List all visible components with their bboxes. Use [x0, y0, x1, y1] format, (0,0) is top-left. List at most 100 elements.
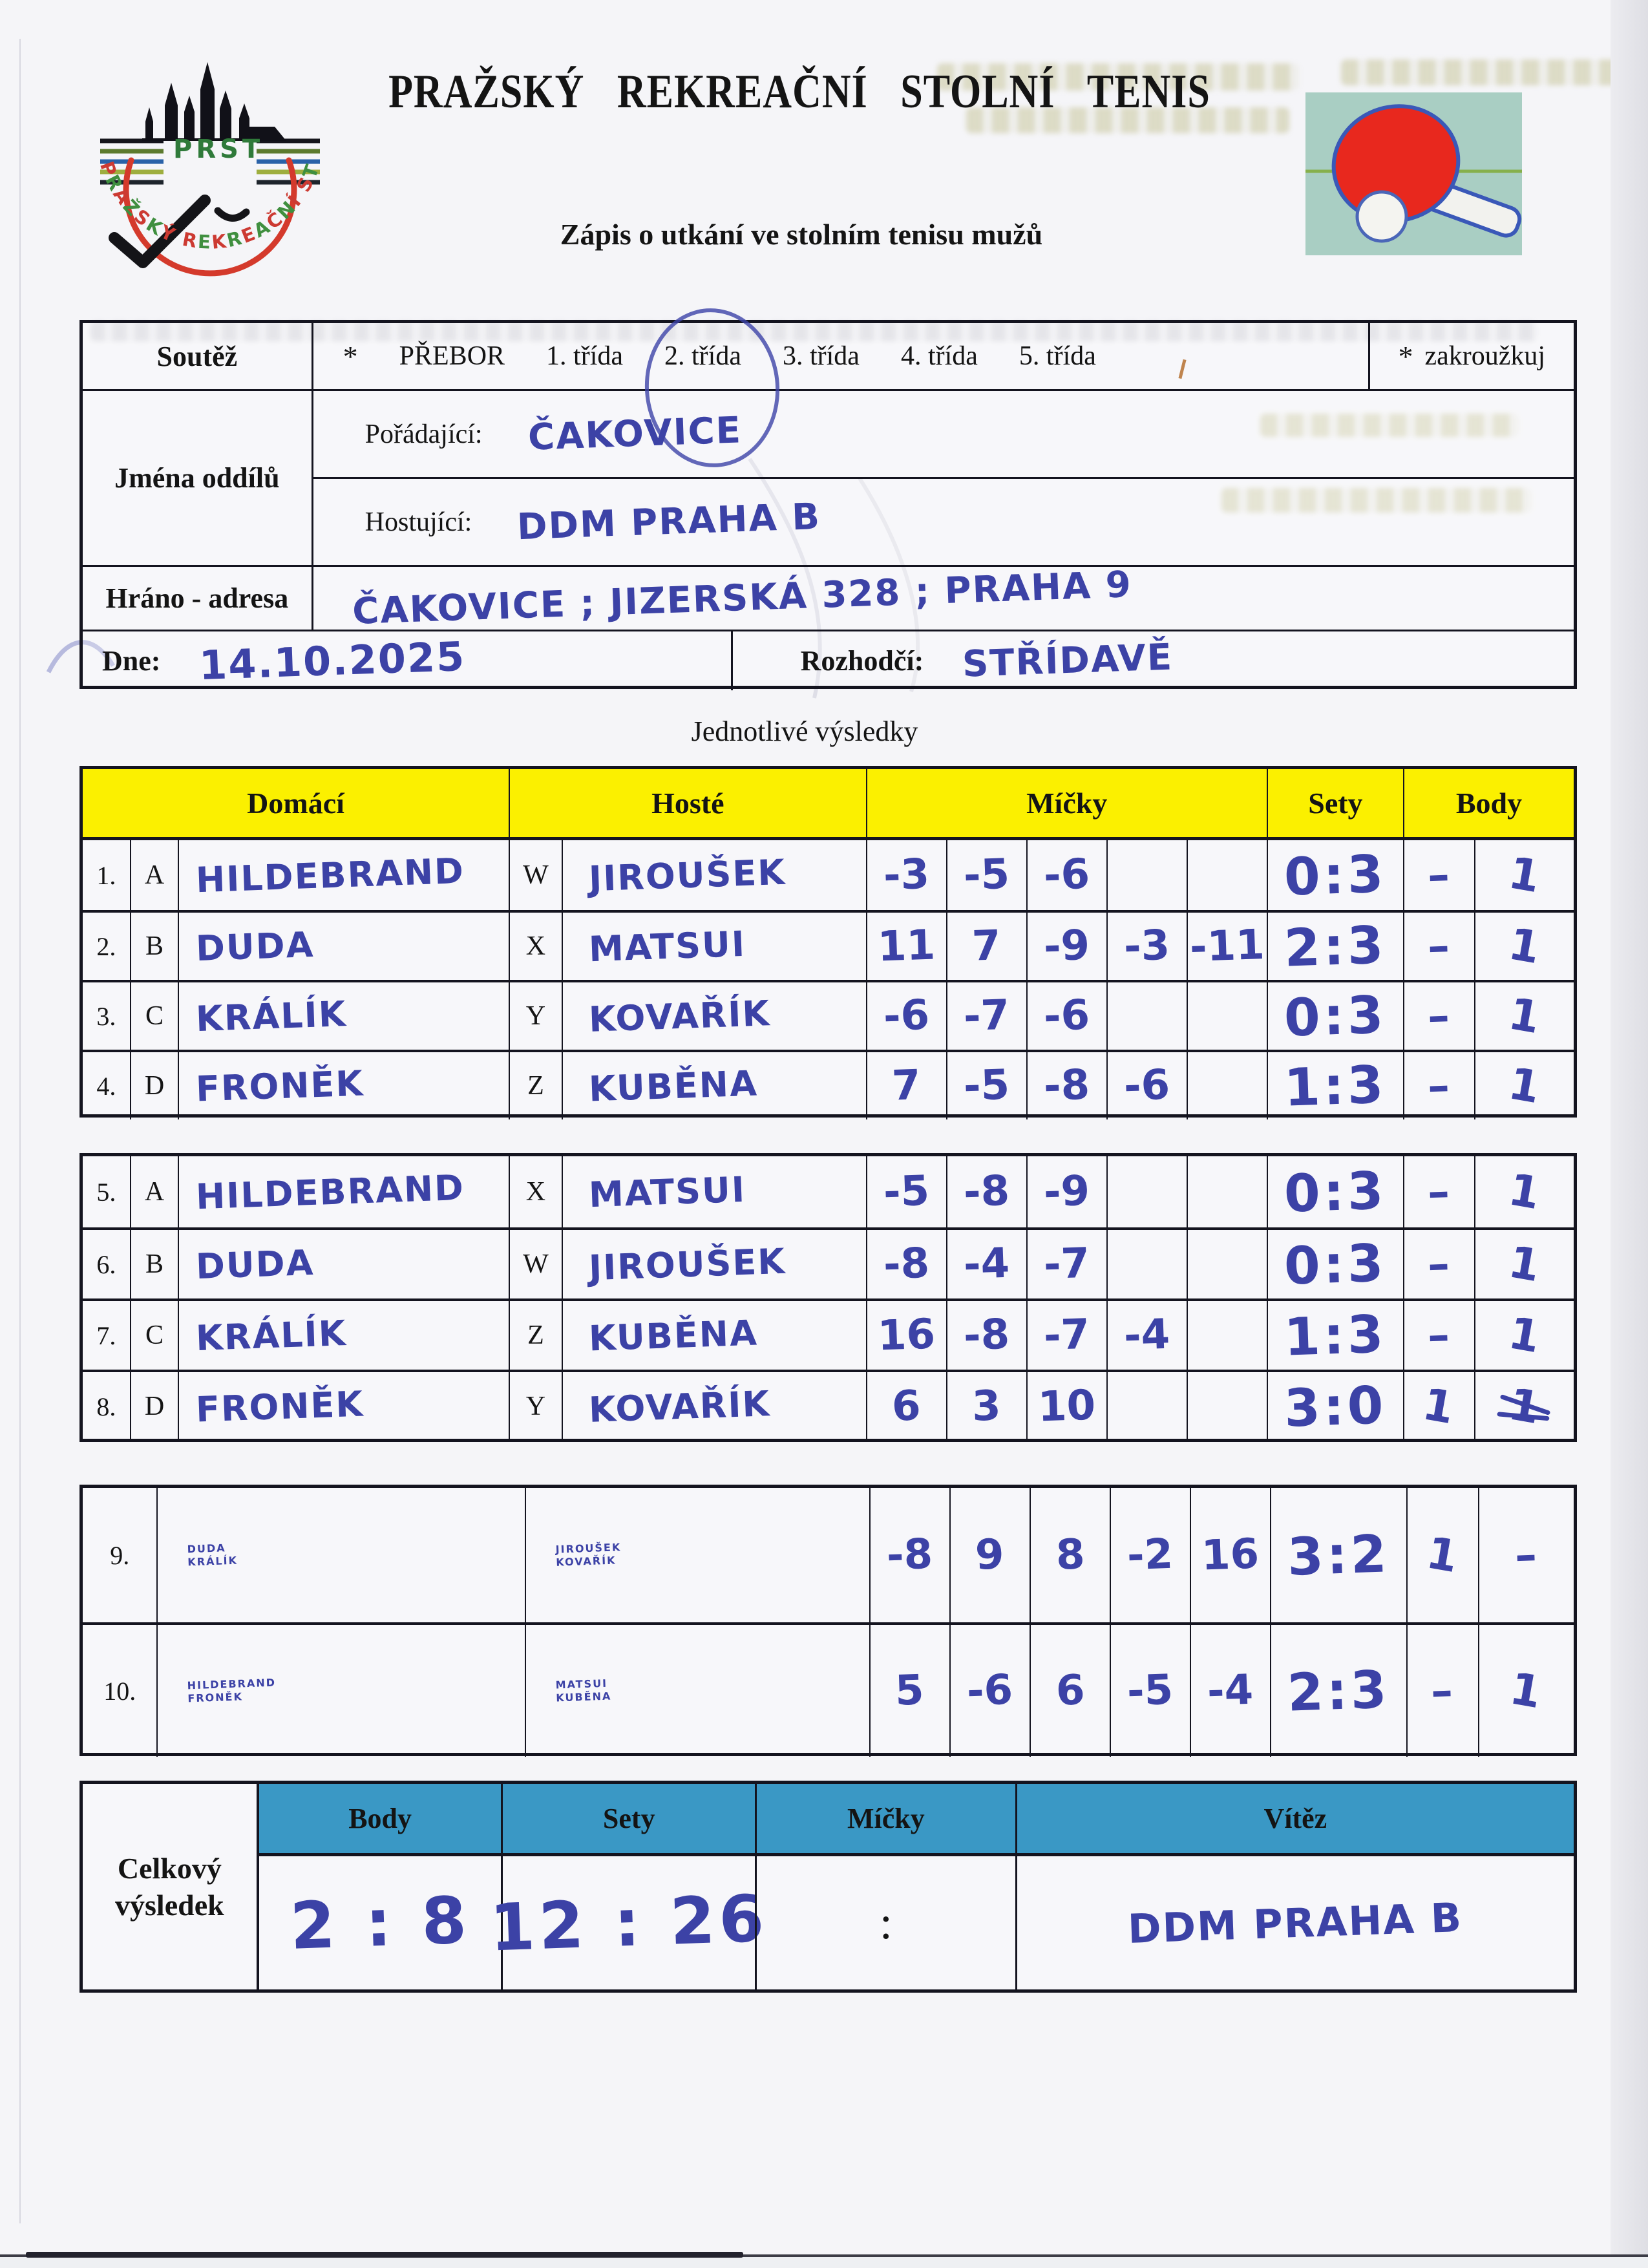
- castle-silhouette-icon: [142, 62, 286, 141]
- home-player-key: A: [129, 1156, 178, 1227]
- point-home: –: [1402, 913, 1475, 980]
- ball-score: [1106, 840, 1187, 910]
- match-number-text: 9.: [110, 1540, 130, 1570]
- ball-score: 7: [865, 1052, 946, 1119]
- paper-left-edge: [19, 39, 21, 2223]
- away-player-key: W: [509, 1230, 562, 1298]
- point-home: –: [1402, 1156, 1475, 1227]
- away-player-name: KOVAŘÍK: [561, 1372, 866, 1441]
- match-row: 5. A HILDEBRAND X MATSUI -5 -8 -9 0:3–1: [83, 1156, 1574, 1227]
- circle-instruction: * zakroužkuj: [1368, 323, 1574, 389]
- sets-score: 3:2: [1269, 1488, 1406, 1622]
- point-away: 1: [1474, 1301, 1574, 1370]
- sets-score-text: 3:2: [1286, 1523, 1391, 1587]
- ball-score: 11: [865, 913, 946, 980]
- point-home: 1: [1402, 1372, 1475, 1441]
- asterisk: *: [1398, 339, 1413, 373]
- ball-score: -5: [1109, 1625, 1190, 1757]
- column-header-sets: Sety: [1266, 769, 1403, 837]
- ball-score: 8: [1029, 1488, 1110, 1622]
- ball-score: -4: [1189, 1625, 1270, 1757]
- ball-score-text: 8: [1055, 1531, 1086, 1580]
- overall-result-label: Celkový výsledek: [115, 1851, 224, 1922]
- bleed-through-artifact: [90, 322, 1538, 341]
- page-title: PRAŽSKÝ REKREAČNÍ STOLNÍ TENIS: [388, 65, 1210, 118]
- match-number: 4.: [83, 1052, 130, 1119]
- home-player-name: KRÁLÍK: [178, 1301, 509, 1370]
- home-player-key-text: D: [144, 1071, 165, 1101]
- sets-score: 1:3: [1266, 1052, 1403, 1119]
- date-value: 14.10.2025: [198, 632, 467, 690]
- date-referee-row: Dne: 14.10.2025 Rozhodčí: STŘÍDAVĚ: [83, 630, 1574, 690]
- sets-score-text: 2:3: [1283, 914, 1388, 979]
- away-player-name-text: KUBĚNA: [587, 1311, 759, 1359]
- ball-score: [1186, 1052, 1267, 1119]
- point-away-text: 1: [1505, 1163, 1545, 1220]
- home-player-key-text: C: [145, 1320, 164, 1350]
- match-row: 2. B DUDA X MATSUI 11 7 -9 -3 -11 2:3–1: [83, 910, 1574, 980]
- away-player-name-text: KUBĚNA: [587, 1062, 759, 1110]
- ball-score: 9: [949, 1488, 1030, 1622]
- ball-score-text: -5: [962, 1061, 1011, 1111]
- ball-score-text: -3: [882, 850, 931, 900]
- bleed-through-artifact: [1341, 59, 1619, 85]
- ball-score-text: 11: [876, 921, 936, 971]
- ball-score: -5: [945, 840, 1026, 910]
- home-player-key-text: A: [144, 860, 165, 890]
- ball-score-text: 16: [876, 1310, 936, 1361]
- overall-result-table: Celkový výsledek Body Sety Míčky Vítěz 2…: [79, 1781, 1577, 1993]
- ball-score: -9: [1026, 913, 1106, 980]
- away-player-name-text: JIROUŠEK: [587, 851, 787, 899]
- overall-result-grid: Body Sety Míčky Vítěz 2 : 8 12 : 26 : DD…: [256, 1784, 1574, 1989]
- sets-score-text: 1:3: [1283, 1303, 1388, 1368]
- point-away: 1: [1474, 982, 1574, 1050]
- ball-score-text: 6: [891, 1382, 922, 1431]
- competition-row: Soutěž * PŘEBOR 1. třída 2. třída 3. třída 4…: [83, 323, 1574, 389]
- sets-score-text: 3:0: [1283, 1374, 1388, 1439]
- away-player-key-text: Z: [527, 1071, 544, 1101]
- guest-team-value: DDM PRAHA B: [516, 495, 822, 549]
- point-home: 1: [1406, 1488, 1478, 1622]
- ball-score: [1106, 1372, 1187, 1441]
- ball-score: -7: [945, 982, 1026, 1050]
- point-home-text: –: [1430, 1664, 1455, 1717]
- competition-option-circled: 2. třída: [664, 341, 741, 371]
- ball-score: -7: [1026, 1230, 1106, 1298]
- sets-score: 0:3: [1266, 1156, 1403, 1227]
- logo-red-circle: [123, 157, 297, 277]
- ball-score: -4: [1106, 1301, 1187, 1370]
- match-number-text: 5.: [96, 1177, 116, 1207]
- home-player-name-text: HILDEBRAND: [195, 1167, 466, 1217]
- away-player-name: MATSUI: [561, 913, 866, 980]
- ball-score: -6: [949, 1625, 1030, 1757]
- competition-option: 5. třída: [1019, 341, 1096, 371]
- point-home-text: –: [1426, 990, 1452, 1043]
- ball-score: -2: [1109, 1488, 1190, 1622]
- overall-points-value-cell: 2 : 8: [259, 1856, 502, 1989]
- overall-values-row: 2 : 8 12 : 26 : DDM PRAHA B: [259, 1856, 1574, 1989]
- home-player-name: FRONĚK: [178, 1052, 509, 1119]
- ball-score: -8: [869, 1488, 949, 1622]
- sets-score-text: 0:3: [1283, 1160, 1388, 1224]
- date-label: Dne:: [102, 645, 161, 677]
- home-player-name-text: DUDA: [195, 924, 315, 969]
- away-player-key-text: W: [523, 860, 549, 890]
- home-player-key: A: [129, 840, 178, 910]
- ball-score-text: 6: [1055, 1666, 1086, 1715]
- paper-bottom-edge: [0, 2254, 1648, 2268]
- ball-score-text: -4: [962, 1239, 1011, 1289]
- point-home-text: 1: [1422, 1527, 1463, 1584]
- logo-bat-check: [109, 195, 211, 268]
- point-away-text: 1: [1505, 1057, 1545, 1114]
- match-number: 1.: [83, 840, 130, 910]
- sets-score: 0:3: [1266, 1230, 1403, 1298]
- away-pair-names-text: JIROUŠEK KOVAŘÍK: [555, 1541, 622, 1569]
- sets-score: 2:3: [1269, 1625, 1406, 1757]
- home-player-key: C: [129, 982, 178, 1050]
- ball-score-text: -8: [885, 1530, 934, 1580]
- sets-score: 2:3: [1266, 913, 1403, 980]
- sets-score: 3:0: [1266, 1372, 1403, 1441]
- away-player-key: Y: [509, 1372, 562, 1441]
- away-player-key-text: Y: [525, 1392, 546, 1421]
- point-away-text: 1: [1505, 1307, 1545, 1364]
